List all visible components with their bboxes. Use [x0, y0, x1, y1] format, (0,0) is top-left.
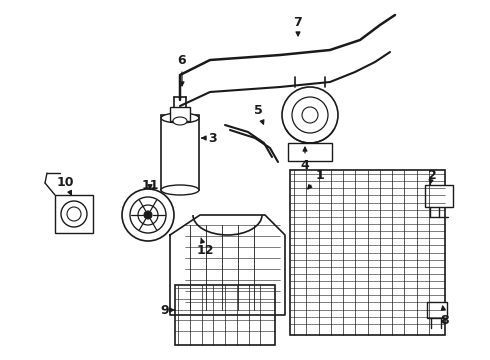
Text: 8: 8 [441, 306, 449, 327]
Bar [55, 195, 93, 233]
Text: 4: 4 [301, 147, 309, 171]
Circle shape [302, 107, 318, 123]
Circle shape [67, 207, 81, 221]
Bar [290, 170, 445, 335]
Bar [427, 302, 447, 318]
Ellipse shape [173, 117, 187, 125]
Circle shape [122, 189, 174, 241]
Bar [170, 107, 190, 121]
Circle shape [138, 205, 158, 225]
Text: 1: 1 [308, 168, 324, 189]
Ellipse shape [161, 113, 199, 123]
Text: 9: 9 [161, 303, 175, 316]
Circle shape [282, 87, 338, 143]
Text: 3: 3 [202, 131, 216, 144]
Text: 5: 5 [254, 104, 264, 124]
Ellipse shape [161, 185, 199, 195]
Circle shape [130, 197, 166, 233]
Text: 7: 7 [294, 15, 302, 36]
Text: 2: 2 [428, 168, 437, 184]
Text: 12: 12 [196, 238, 214, 257]
Text: 11: 11 [141, 179, 159, 192]
Bar [288, 143, 332, 161]
Bar [425, 185, 453, 207]
Circle shape [61, 201, 87, 227]
Text: 6: 6 [178, 54, 186, 86]
Bar [175, 285, 275, 345]
Circle shape [144, 211, 152, 219]
Bar [161, 115, 199, 190]
Circle shape [292, 97, 328, 133]
Text: 10: 10 [56, 176, 74, 195]
